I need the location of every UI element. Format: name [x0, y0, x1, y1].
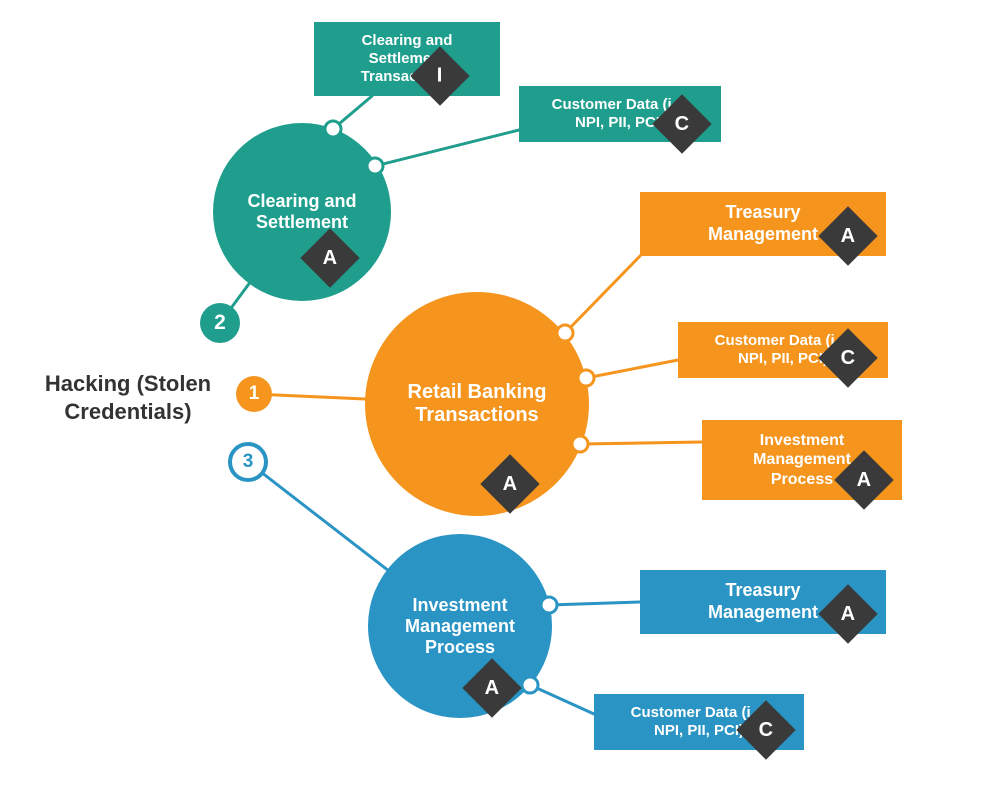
badge-letter: A — [857, 468, 871, 491]
hub-hub-clearing: Clearing andSettlement — [213, 123, 391, 301]
leaf-box: Clearing andSettlementTransactions — [314, 22, 500, 96]
root-label: Hacking (StolenCredentials) — [33, 370, 223, 425]
badge-letter: I — [437, 65, 443, 88]
hub-hub-invest: InvestmentManagementProcess — [368, 534, 552, 718]
badge-letter: C — [759, 718, 773, 741]
hub-label: Clearing andSettlement — [241, 185, 362, 239]
rank-circle-1: 1 — [236, 376, 272, 412]
hub-hub-retail: Retail BankingTransactions — [365, 292, 589, 516]
badge-letter: A — [323, 246, 337, 269]
badge-letter: C — [675, 112, 689, 135]
hub-label: InvestmentManagementProcess — [399, 589, 521, 664]
rank-circle-3: 3 — [230, 444, 266, 480]
badge-letter: C — [841, 346, 855, 369]
badge-letter: A — [841, 224, 855, 247]
rank-circle-2: 2 — [200, 303, 240, 343]
badge-letter: A — [841, 602, 855, 625]
badge-letter: A — [503, 472, 517, 495]
badge-letter: A — [485, 676, 499, 699]
hub-label: Retail BankingTransactions — [402, 375, 553, 433]
